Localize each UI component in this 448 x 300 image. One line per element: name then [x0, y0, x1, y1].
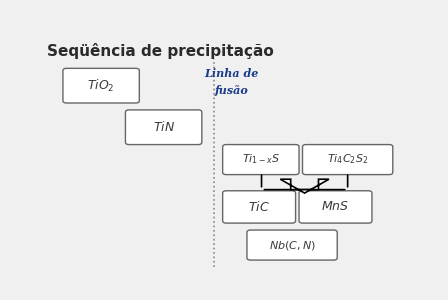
Text: $Ti_4C_2S_2$: $Ti_4C_2S_2$ — [327, 153, 368, 166]
Text: $TiO_2$: $TiO_2$ — [87, 78, 115, 94]
Text: Linha de: Linha de — [204, 68, 258, 79]
Polygon shape — [280, 179, 329, 193]
FancyBboxPatch shape — [63, 68, 139, 103]
Text: fusão: fusão — [215, 85, 248, 95]
Text: $TiN$: $TiN$ — [153, 120, 175, 134]
FancyBboxPatch shape — [125, 110, 202, 145]
FancyBboxPatch shape — [223, 145, 299, 175]
Text: $TiC$: $TiC$ — [248, 200, 270, 214]
FancyBboxPatch shape — [247, 230, 337, 260]
Text: Seqüência de precipitação: Seqüência de precipitação — [47, 43, 274, 59]
Text: $MnS$: $MnS$ — [321, 200, 349, 213]
Text: $Ti_{1-x}S$: $Ti_{1-x}S$ — [242, 153, 280, 166]
FancyBboxPatch shape — [302, 145, 393, 175]
FancyBboxPatch shape — [223, 191, 296, 223]
Text: $Nb(C,N)$: $Nb(C,N)$ — [269, 238, 315, 252]
FancyBboxPatch shape — [299, 191, 372, 223]
